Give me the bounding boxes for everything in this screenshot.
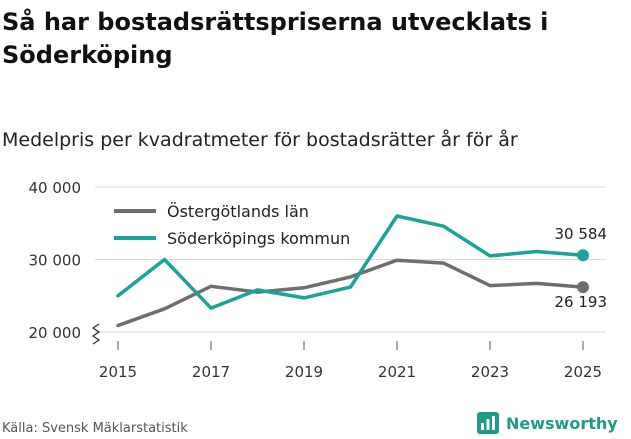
x-tick-label: 2023 xyxy=(471,363,509,381)
series-line-1 xyxy=(116,214,585,310)
series-line-0 xyxy=(116,258,585,328)
x-tick-label: 2025 xyxy=(564,363,602,381)
chart-subtitle: Medelpris per kvadratmeter för bostadsrä… xyxy=(2,129,518,151)
x-tick-label: 2021 xyxy=(378,363,416,381)
axis-break-icon xyxy=(91,323,101,345)
series-end-point-0 xyxy=(577,281,589,294)
x-tick-label: 2019 xyxy=(285,363,323,381)
source-note: Källa: Svensk Mäklarstatistik xyxy=(2,421,188,436)
end-value-label-0: 26 193 xyxy=(555,293,608,311)
brand-logo[interactable]: Newsworthy xyxy=(476,410,618,436)
y-tick-label: 30 000 xyxy=(29,252,82,270)
brand-name: Newsworthy xyxy=(506,413,618,433)
chart-title: Så har bostadsrättspriserna utvecklats i… xyxy=(2,8,549,69)
x-tick-label: 2015 xyxy=(99,363,137,381)
y-tick-label: 40 000 xyxy=(29,179,82,197)
series-end-point-1 xyxy=(577,249,589,262)
end-value-label-1: 30 584 xyxy=(555,225,608,243)
legend-label-1: Söderköpings kommun xyxy=(167,229,350,248)
x-tick-label: 2017 xyxy=(192,363,230,381)
legend-label-0: Östergötlands län xyxy=(167,202,309,221)
y-tick-label: 20 000 xyxy=(29,324,82,342)
line-chart: 20 000 30 000 40 000 2015 2017 2019 2021 2023 20… xyxy=(29,179,608,381)
newsworthy-logo-icon xyxy=(477,412,499,434)
